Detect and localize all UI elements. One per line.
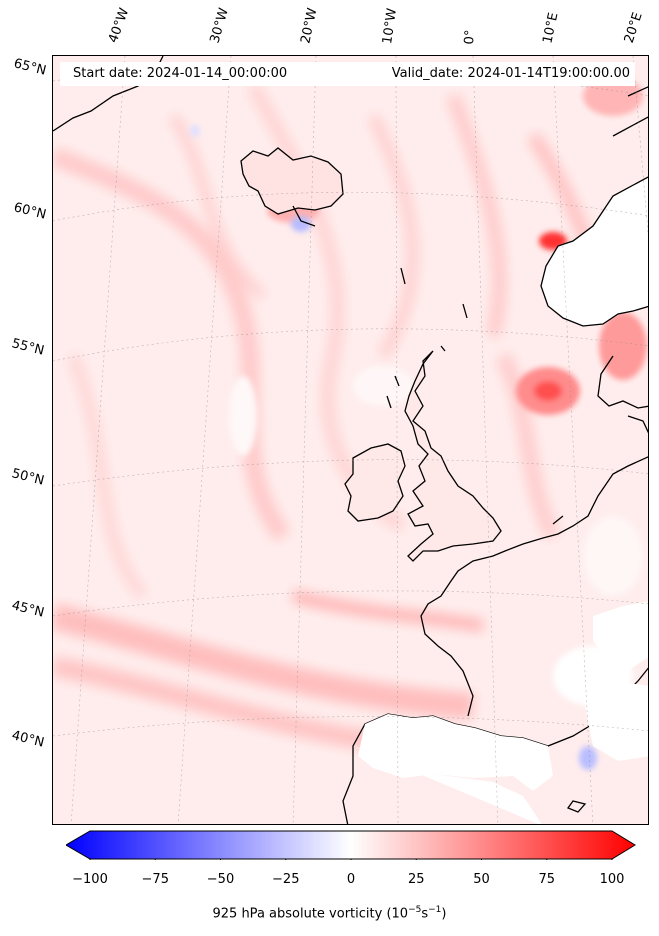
lat-label-45n: 45°N bbox=[10, 598, 46, 621]
lon-label-0: 0° bbox=[462, 29, 479, 45]
colorbar-tick-label: 25 bbox=[407, 872, 425, 887]
colorbar-label-exp2: −1 bbox=[428, 905, 442, 915]
colorbar-label-mid: s bbox=[421, 906, 429, 922]
lat-label-60n: 60°N bbox=[12, 200, 48, 223]
lon-label-40w: 40°W bbox=[105, 6, 133, 45]
lon-label-30w: 30°W bbox=[207, 6, 232, 46]
colorbar-label-exp1: −5 bbox=[408, 905, 422, 915]
colorbar-tick-label: 0 bbox=[346, 872, 356, 887]
masked-terrain bbox=[371, 187, 648, 772]
start-date-label: Start date: 2024-01-14_00:00:00 bbox=[73, 66, 288, 81]
colorbar-tick-label: −100 bbox=[72, 872, 108, 887]
lon-label-20e: 20°E bbox=[621, 10, 646, 46]
negative-vorticity-spots bbox=[190, 125, 597, 770]
colorbar-tick-marks bbox=[89, 859, 613, 860]
colorbar-gradient bbox=[66, 830, 636, 860]
vorticity-field bbox=[53, 56, 648, 824]
colorbar bbox=[66, 830, 636, 860]
colorbar-label: 925 hPa absolute vorticity (10−5s−1) bbox=[0, 905, 659, 921]
lat-label-40n: 40°N bbox=[10, 728, 46, 751]
lat-label-65n: 65°N bbox=[12, 56, 48, 79]
lon-label-20w: 20°W bbox=[298, 6, 321, 45]
lon-label-10w: 10°W bbox=[380, 7, 400, 45]
colorbar-tick-label: −75 bbox=[141, 872, 169, 887]
colorbar-tick-label: 75 bbox=[538, 872, 556, 887]
header-background bbox=[60, 62, 635, 86]
colorbar-tick-label: −25 bbox=[272, 872, 300, 887]
colorbar-tick-label: 50 bbox=[473, 872, 490, 887]
colorbar-label-text: 925 hPa absolute vorticity (10 bbox=[212, 906, 409, 922]
colorbar-tick-label: −50 bbox=[206, 872, 235, 887]
colorbar-tick-label: 100 bbox=[599, 872, 625, 887]
vorticity-maxima bbox=[267, 76, 647, 415]
lat-label-50n: 50°N bbox=[10, 466, 46, 489]
colorbar-label-end: ) bbox=[441, 906, 447, 922]
lat-label-55n: 55°N bbox=[10, 336, 46, 359]
lon-label-10e: 10°E bbox=[540, 11, 562, 46]
valid-date-label: Valid_date: 2024-01-14T19:00:00.00 bbox=[391, 66, 630, 81]
graticule bbox=[53, 56, 648, 824]
map-panel bbox=[52, 55, 649, 825]
